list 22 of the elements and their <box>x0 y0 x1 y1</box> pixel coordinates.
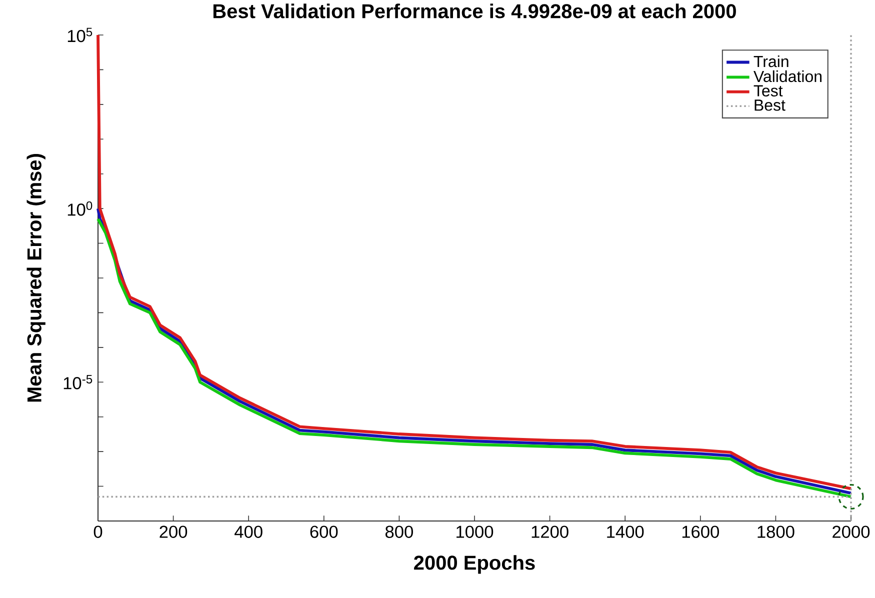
legend-label: Best <box>754 100 786 111</box>
y-tick-label: 10$^{5}$ <box>68 28 92 42</box>
x-tick-label: 200 <box>160 526 188 538</box>
x-tick-label: 2000 <box>832 526 870 538</box>
x-tick-label: 400 <box>234 526 262 538</box>
x-tick-label: 1200 <box>532 526 568 538</box>
legend-label: Test <box>754 85 783 96</box>
y-tick-label: 10$^{-5}$ <box>64 374 92 390</box>
x-axis-title: 2000 Epochs <box>414 555 535 574</box>
legend-label: Validation <box>754 70 822 82</box>
x-tick-label: 1600 <box>682 526 720 538</box>
x-tick-label: 800 <box>385 526 413 538</box>
chart-title: Best Validation Performance is 4.9928e-09 at each 2000 <box>213 4 736 18</box>
x-tick-label: 1800 <box>758 526 794 538</box>
line-series <box>96 34 852 490</box>
y-tick-label: 10$^{0}$ <box>68 201 92 216</box>
legend-label: Train <box>754 55 788 68</box>
x-tick-label: 1000 <box>456 526 494 538</box>
x-tick-label: 600 <box>310 526 338 538</box>
y-axis-title: Mean Squared Error (mse) <box>26 154 46 402</box>
x-tick-label: 0 <box>94 526 102 538</box>
x-tick-label: 1400 <box>607 526 644 538</box>
